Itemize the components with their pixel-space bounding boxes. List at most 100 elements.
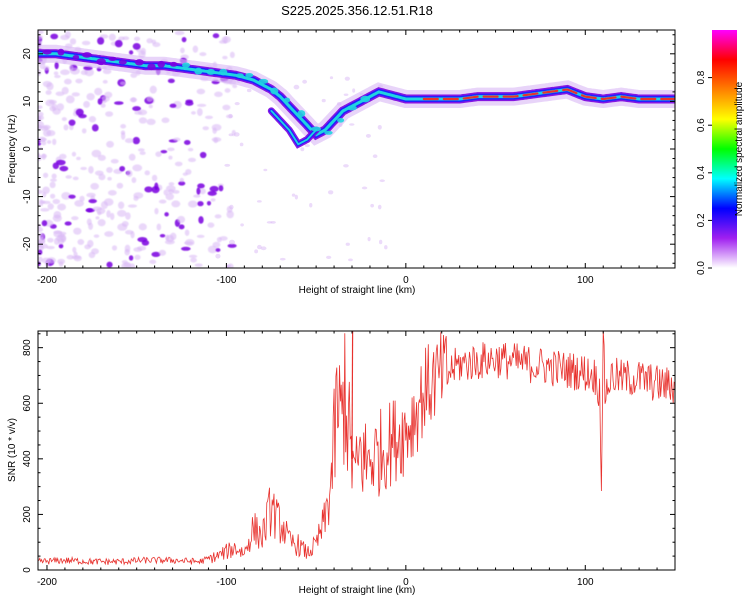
spectrogram-noise-point: [165, 193, 174, 201]
spectrogram-noise-point: [167, 147, 175, 152]
spectrogram-noise-point: [104, 231, 114, 237]
spectrogram-noise-point: [197, 183, 205, 189]
spectrogram-noise-point: [151, 251, 161, 257]
spectrogram-noise-point: [106, 167, 113, 173]
spectrogram-noise-point: [212, 127, 217, 134]
spectrogram-noise-point: [132, 136, 141, 145]
spectrogram-noise-point: [212, 33, 220, 39]
spectrogram-noise-point: [124, 229, 134, 235]
spectrogram-noise-point: [367, 237, 371, 242]
spectrogram-noise-point: [53, 230, 63, 238]
spectrogram-noise-point: [207, 222, 215, 228]
spectrogram-noise-point: [42, 124, 51, 130]
ridge-blob: [324, 130, 333, 135]
spectrogram-noise-point: [102, 68, 112, 75]
spectrogram-noise-point: [41, 220, 48, 227]
spectrogram-noise-point: [187, 147, 194, 152]
spectrogram-noise-point: [41, 257, 52, 264]
ridge-blob: [283, 97, 291, 103]
spectrogram-noise-point: [343, 164, 349, 168]
spectrogram-noise-point: [98, 173, 106, 181]
spectrogram-noise-point: [91, 124, 99, 132]
spectrogram-noise-point: [222, 104, 231, 111]
spectrogram-noise-point: [102, 79, 108, 84]
spectrogram-noise-point: [167, 78, 175, 84]
colorbar-tick-label: 0.0: [696, 261, 707, 275]
snr-x-tick-label: -200: [37, 577, 57, 588]
spectrogram-noise-point: [46, 140, 52, 144]
spectrogram-noise-point: [152, 42, 161, 48]
ridge-blob: [270, 87, 279, 95]
spectrogram-noise-point: [154, 207, 159, 215]
spectrogram-noise-point: [86, 218, 92, 226]
spectrogram-noise-point: [214, 91, 223, 98]
spectrogram-noise-point: [309, 202, 313, 208]
spectrogram-noise-point: [45, 90, 52, 95]
spectrogram-noise-point: [42, 200, 51, 205]
spectrogram-x-axis-title: Height of straight line (km): [299, 285, 416, 296]
spectrogram-noise-point: [202, 126, 210, 131]
spectrogram-noise-point: [42, 129, 52, 137]
spectrogram-noise-point: [345, 242, 350, 246]
spectrogram-noise-point: [294, 194, 298, 200]
snr-plot-area: [38, 331, 675, 570]
spectrogram-noise-point: [128, 255, 134, 261]
spectrogram-noise-point: [370, 203, 374, 208]
spectrogram-noise-point: [196, 108, 203, 116]
spectrogram-noise-point: [72, 176, 79, 181]
spectrogram-noise-point: [114, 39, 123, 48]
spectrogram-noise-point: [239, 142, 244, 147]
spectrogram-noise-point: [177, 215, 186, 224]
spectrogram-noise-point: [246, 88, 252, 93]
spectrogram-noise-point: [52, 138, 57, 146]
snr-series: [38, 331, 675, 566]
spectrogram-noise-point: [206, 200, 212, 206]
spectrogram-noise-point: [199, 151, 207, 159]
spectrogram-noise-point: [100, 103, 106, 108]
spectrogram-noise-point: [97, 37, 105, 45]
spectrogram-noise-point: [159, 234, 166, 238]
spectrogram-noise-point: [229, 51, 235, 59]
spectrogram-noise-point: [194, 263, 203, 267]
spectrogram-noise-point: [190, 257, 197, 263]
spectrogram-noise-point: [361, 186, 368, 190]
spectrogram-noise-point: [171, 200, 181, 208]
spectrogram-noise-point: [233, 132, 240, 137]
spectrogram-noise-point: [384, 245, 388, 250]
spectrogram-noise-point: [65, 95, 75, 104]
spectrogram-noise-point: [92, 206, 103, 212]
spectrogram-noise-point: [122, 36, 130, 41]
spectrogram-noise-point: [209, 185, 219, 193]
spectrogram-noise-point: [207, 190, 217, 196]
spectrogram-noise-point: [348, 258, 353, 262]
spectrogram-noise-point: [173, 137, 181, 142]
snr-x-tick-label: -100: [216, 577, 236, 588]
spectrogram-noise-point: [88, 165, 94, 174]
spectrogram-noise-point: [372, 154, 378, 159]
spectrogram-x-tick-label: 0: [403, 275, 409, 286]
spectrogram-noise-point: [106, 210, 111, 218]
spectrogram-noise-point: [109, 212, 115, 221]
spectrogram-noise-point: [95, 216, 100, 220]
spectrogram-noise-point: [125, 212, 131, 220]
spectrogram-noise-point: [138, 223, 147, 231]
spectrogram-noise-point: [38, 115, 42, 123]
spectrogram-noise-point: [158, 199, 167, 204]
spectrogram-noise-point: [119, 165, 126, 172]
spectrogram-noise-point: [84, 68, 95, 77]
spectrogram-noise-point: [215, 248, 221, 252]
colorbar-gradient: [712, 30, 737, 268]
spectrogram-noise-point: [240, 223, 244, 227]
spectrogram-x-tick-label: 100: [577, 275, 594, 286]
spectrogram-noise-point: [59, 153, 67, 160]
spectrogram-noise-point: [38, 34, 43, 40]
ridge-core: [422, 88, 675, 101]
spectrogram-noise-point: [58, 243, 64, 249]
snr-spike: [351, 331, 354, 459]
spectrogram-y-ticks: -20 -10 0 10 20: [22, 34, 675, 264]
spectrogram-noise-point: [68, 64, 74, 71]
spectrogram-noise-point: [51, 173, 57, 179]
spectrogram-noise-point: [38, 154, 42, 162]
spectrogram-noise-point: [327, 190, 334, 195]
